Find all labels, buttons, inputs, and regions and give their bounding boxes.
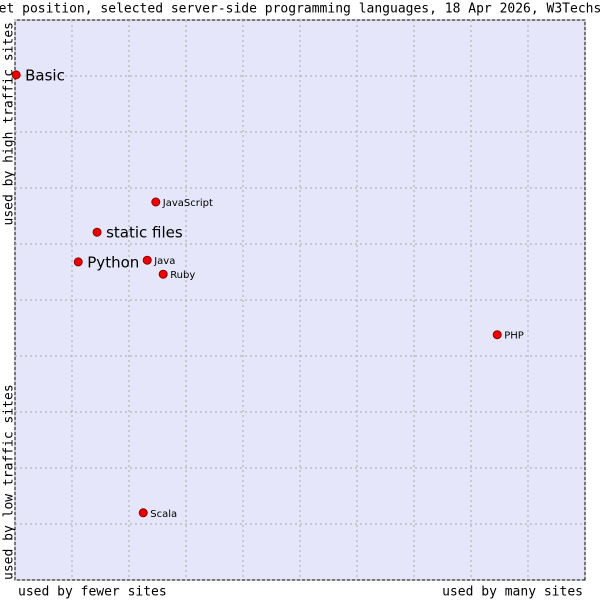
y-axis-label-low: used by low traffic sites [2, 384, 17, 580]
point [73, 257, 83, 267]
point-label: Scala [150, 509, 177, 520]
chart-title: Market position, selected server-side pr… [0, 2, 600, 17]
point-label: static files [106, 224, 183, 242]
x-axis-label-high: used by many sites [442, 585, 583, 600]
point [92, 227, 102, 237]
point-label: PHP [504, 331, 524, 342]
point [138, 508, 148, 518]
point [158, 269, 168, 279]
point [492, 330, 502, 340]
point [142, 255, 152, 265]
point [11, 70, 21, 80]
point [151, 197, 161, 207]
point-label: JavaScript [162, 198, 213, 209]
y-axis-label-high: used by high traffic sites [2, 22, 17, 226]
point-label: Python [87, 253, 139, 271]
x-axis-label-low: used by fewer sites [18, 585, 167, 600]
point-label: Ruby [170, 270, 195, 281]
point-label: Java [153, 256, 175, 267]
point-label: Basic [25, 66, 65, 84]
